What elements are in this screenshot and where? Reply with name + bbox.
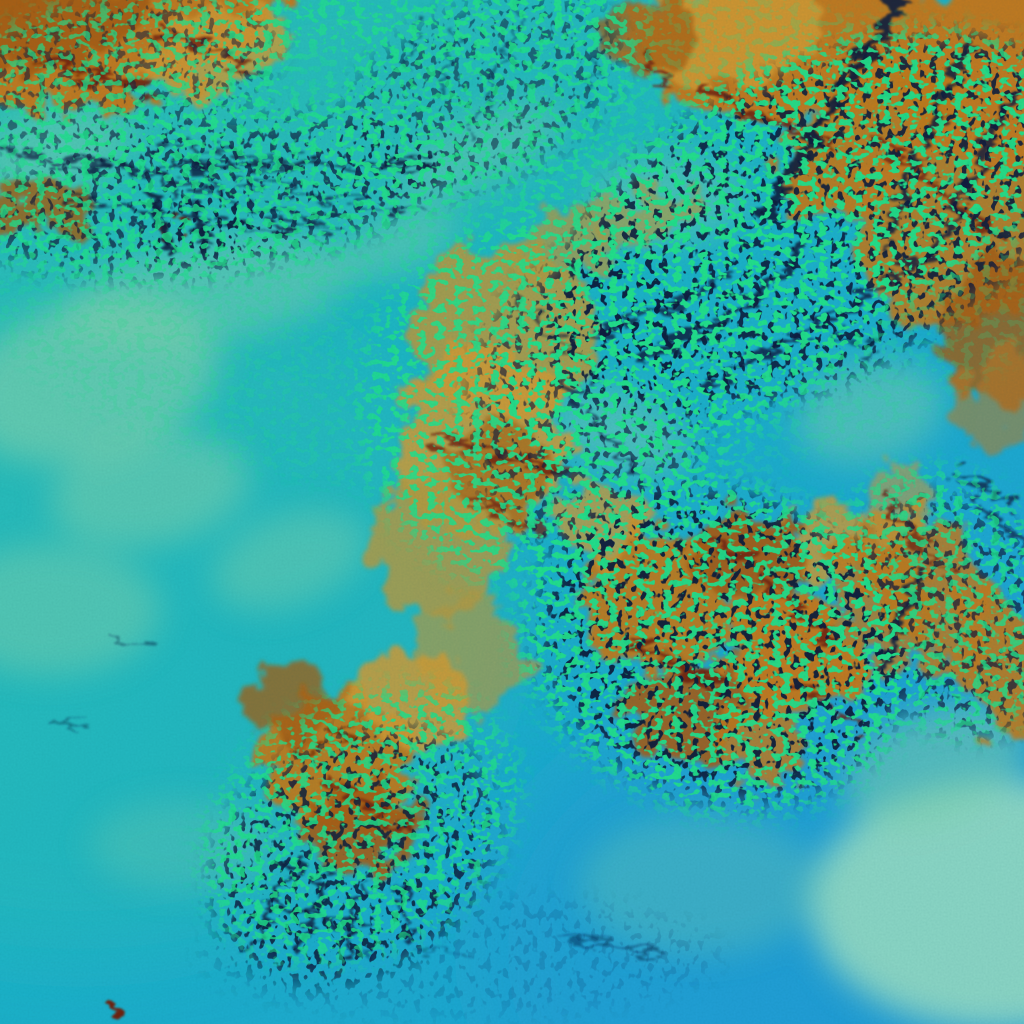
satellite-image-canvas	[0, 0, 1024, 1024]
grain-overlay	[0, 0, 1024, 1024]
false-color-satellite-image	[0, 0, 1024, 1024]
